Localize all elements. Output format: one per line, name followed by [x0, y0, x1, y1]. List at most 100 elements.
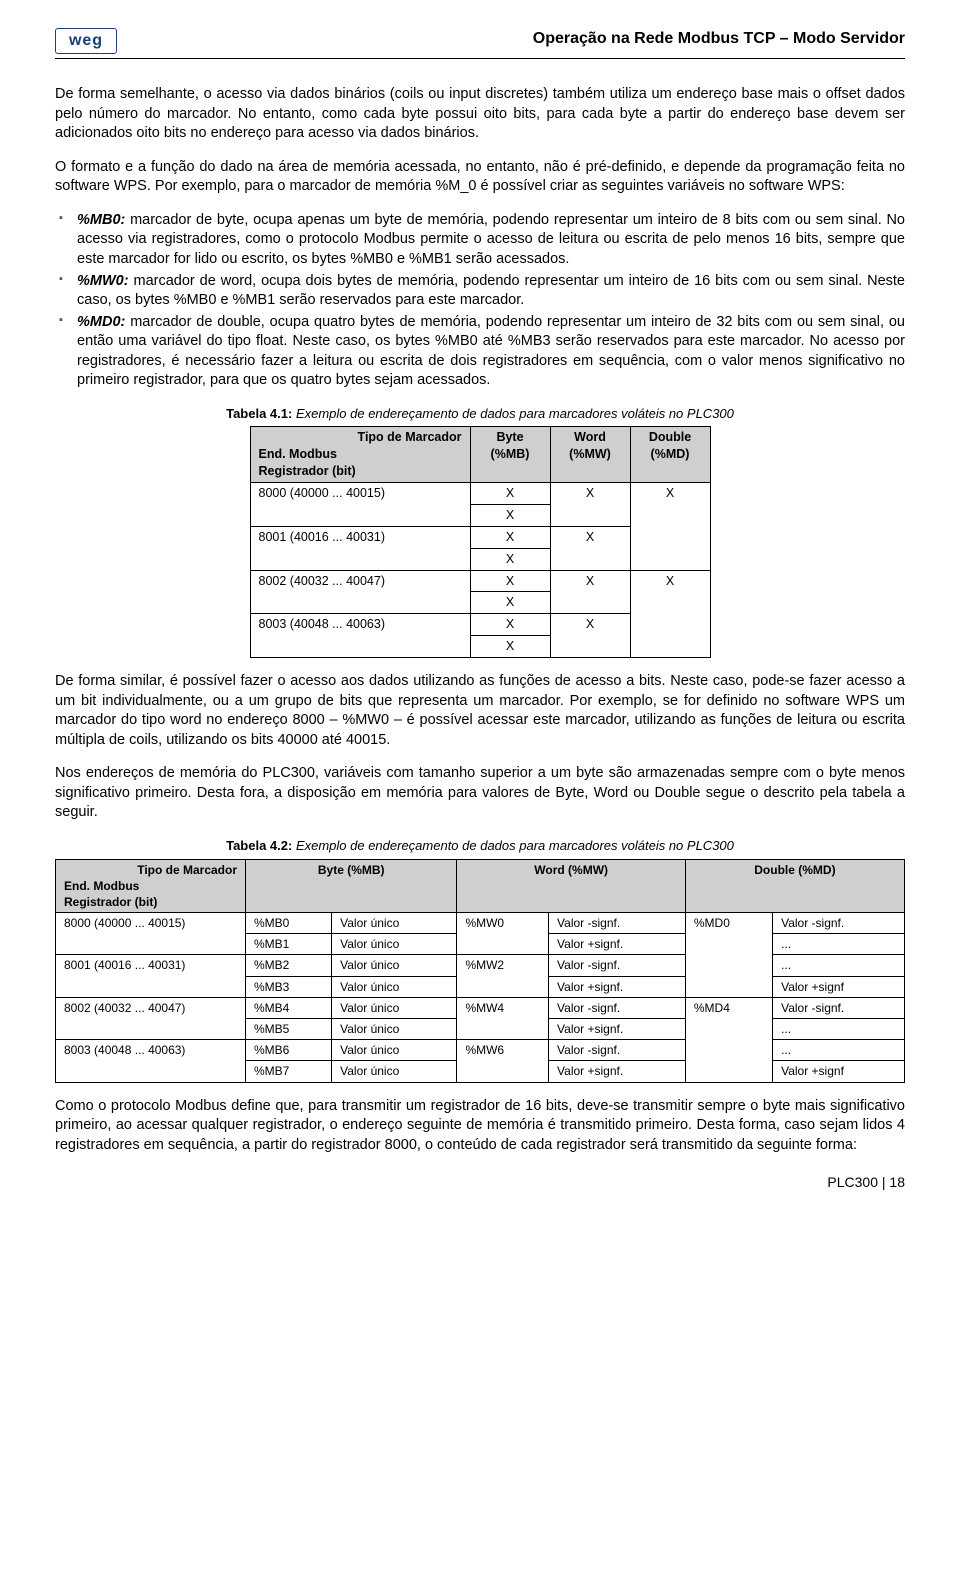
t2-cell-dv: ...	[773, 955, 905, 976]
t1-h-byte: Byte (%MB)	[470, 427, 550, 483]
table-row: 8003 (40048 ... 40063)%MB6Valor único%MW…	[56, 1040, 905, 1061]
t2-cell-mb: %MB2	[246, 955, 332, 976]
t2-cell-addr: 8003 (40048 ... 40063)	[56, 1040, 246, 1082]
t1-cell-word: X	[550, 483, 630, 527]
page-header: weg Operação na Rede Modbus TCP – Modo S…	[55, 28, 905, 59]
t1-h-addr-l3: Registrador (bit)	[259, 463, 462, 480]
t2-cell-addr: 8002 (40032 ... 40047)	[56, 997, 246, 1039]
table-1: Tipo de Marcador End. Modbus Registrador…	[250, 426, 711, 658]
t2-cell-wv: Valor -signf.	[549, 913, 686, 934]
t2-cell-mb: %MB5	[246, 1019, 332, 1040]
bullet-lead: %MW0:	[77, 273, 129, 289]
table2-caption: Tabela 4.2: Exemplo de endereçamento de …	[55, 837, 905, 855]
table1-caption: Tabela 4.1: Exemplo de endereçamento de …	[55, 405, 905, 423]
t2-cell-wv: Valor -signf.	[549, 955, 686, 976]
bullet-item-md0: %MD0: marcador de double, ocupa quatro b…	[55, 313, 905, 391]
header-title: Operação na Rede Modbus TCP – Modo Servi…	[533, 28, 905, 50]
t2-cell-dv: Valor +signf	[773, 976, 905, 997]
page-footer: PLC300 | 18	[55, 1173, 905, 1192]
t2-cell-mw: %MW2	[457, 955, 549, 997]
bullet-text: marcador de byte, ocupa apenas um byte d…	[77, 212, 905, 267]
t1-cell-double: X	[630, 570, 710, 658]
t1-h-addr-l2: End. Modbus	[259, 446, 462, 463]
caption-rest: Exemplo de endereçamento de dados para m…	[292, 838, 734, 853]
t2-cell-mb: %MB4	[246, 997, 332, 1018]
t2-cell-dv: ...	[773, 1040, 905, 1061]
logo-text: weg	[69, 30, 103, 52]
t1-cell-word: X	[550, 614, 630, 658]
caption-bold: Tabela 4.1:	[226, 406, 292, 421]
t1-cell-word: X	[550, 526, 630, 570]
t2-h-addr-l1: Tipo de Marcador	[64, 862, 237, 878]
t1-h-addr: Tipo de Marcador End. Modbus Registrador…	[250, 427, 470, 483]
table-2: Tipo de Marcador End. Modbus Registrador…	[55, 859, 905, 1083]
t2-cell-md: %MD4	[685, 997, 772, 1082]
paragraph-5: Como o protocolo Modbus define que, para…	[55, 1097, 905, 1156]
t2-h-double: Double (%MD)	[685, 859, 904, 913]
t1-cell-byte: X	[470, 483, 550, 505]
t2-cell-mw: %MW4	[457, 997, 549, 1039]
t2-cell-wv: Valor +signf.	[549, 1019, 686, 1040]
t2-cell-wv: Valor -signf.	[549, 997, 686, 1018]
paragraph-4: Nos endereços de memória do PLC300, vari…	[55, 764, 905, 823]
paragraph-2: O formato e a função do dado na área de …	[55, 158, 905, 197]
t1-cell-byte: X	[470, 636, 550, 658]
bullet-text: marcador de double, ocupa quatro bytes d…	[77, 314, 905, 389]
t2-cell-mb: %MB1	[246, 934, 332, 955]
t1-h-addr-l1: Tipo de Marcador	[259, 429, 462, 446]
t1-cell-double: X	[630, 483, 710, 571]
t2-cell-dv: Valor -signf.	[773, 913, 905, 934]
t2-h-byte: Byte (%MB)	[246, 859, 457, 913]
bullet-lead: %MD0:	[77, 314, 125, 330]
bullet-text: marcador de word, ocupa dois bytes de me…	[77, 273, 905, 309]
t2-h-word: Word (%MW)	[457, 859, 685, 913]
t1-cell-byte: X	[470, 548, 550, 570]
caption-bold: Tabela 4.2:	[226, 838, 292, 853]
t1-cell-byte: X	[470, 614, 550, 636]
table-row: 8000 (40000 ... 40015)XXX	[250, 483, 710, 505]
t1-cell-byte: X	[470, 504, 550, 526]
t2-cell-mb: %MB7	[246, 1061, 332, 1082]
logo: weg	[55, 28, 117, 54]
t2-cell-wv: Valor -signf.	[549, 1040, 686, 1061]
t2-cell-dv: Valor -signf.	[773, 997, 905, 1018]
t2-cell-mb: %MB6	[246, 1040, 332, 1061]
t2-cell-wv: Valor +signf.	[549, 1061, 686, 1082]
t1-cell-addr: 8001 (40016 ... 40031)	[250, 526, 470, 570]
t2-cell-bv: Valor único	[332, 955, 457, 976]
t1-cell-byte: X	[470, 526, 550, 548]
t2-cell-bv: Valor único	[332, 976, 457, 997]
t2-cell-addr: 8000 (40000 ... 40015)	[56, 913, 246, 955]
t2-cell-bv: Valor único	[332, 1061, 457, 1082]
table-row: 8002 (40032 ... 40047)XXX	[250, 570, 710, 592]
t2-h-addr: Tipo de Marcador End. Modbus Registrador…	[56, 859, 246, 913]
t2-cell-md: %MD0	[685, 913, 772, 998]
t1-cell-addr: 8003 (40048 ... 40063)	[250, 614, 470, 658]
page: weg Operação na Rede Modbus TCP – Modo S…	[0, 0, 960, 1222]
t1-cell-byte: X	[470, 592, 550, 614]
paragraph-1: De forma semelhante, o acesso via dados …	[55, 85, 905, 144]
t1-cell-word: X	[550, 570, 630, 614]
t2-cell-bv: Valor único	[332, 997, 457, 1018]
t2-cell-dv: ...	[773, 1019, 905, 1040]
table-row: 8002 (40032 ... 40047)%MB4Valor único%MW…	[56, 997, 905, 1018]
bullet-list: %MB0: marcador de byte, ocupa apenas um …	[55, 211, 905, 391]
t2-cell-wv: Valor +signf.	[549, 934, 686, 955]
t2-cell-bv: Valor único	[332, 1040, 457, 1061]
caption-rest: Exemplo de endereçamento de dados para m…	[292, 406, 734, 421]
t1-cell-addr: 8000 (40000 ... 40015)	[250, 483, 470, 527]
table-row: 8000 (40000 ... 40015)%MB0Valor único%MW…	[56, 913, 905, 934]
t2-h-addr-l3: Registrador (bit)	[64, 894, 237, 910]
bullet-lead: %MB0:	[77, 212, 125, 228]
bullet-item-mb0: %MB0: marcador de byte, ocupa apenas um …	[55, 211, 905, 270]
t2-h-addr-l2: End. Modbus	[64, 878, 237, 894]
t1-h-double: Double (%MD)	[630, 427, 710, 483]
t2-cell-bv: Valor único	[332, 934, 457, 955]
t1-h-word: Word (%MW)	[550, 427, 630, 483]
t2-cell-bv: Valor único	[332, 1019, 457, 1040]
bullet-item-mw0: %MW0: marcador de word, ocupa dois bytes…	[55, 272, 905, 311]
t2-cell-bv: Valor único	[332, 913, 457, 934]
t2-cell-dv: Valor +signf	[773, 1061, 905, 1082]
t2-cell-addr: 8001 (40016 ... 40031)	[56, 955, 246, 997]
t1-cell-addr: 8002 (40032 ... 40047)	[250, 570, 470, 614]
